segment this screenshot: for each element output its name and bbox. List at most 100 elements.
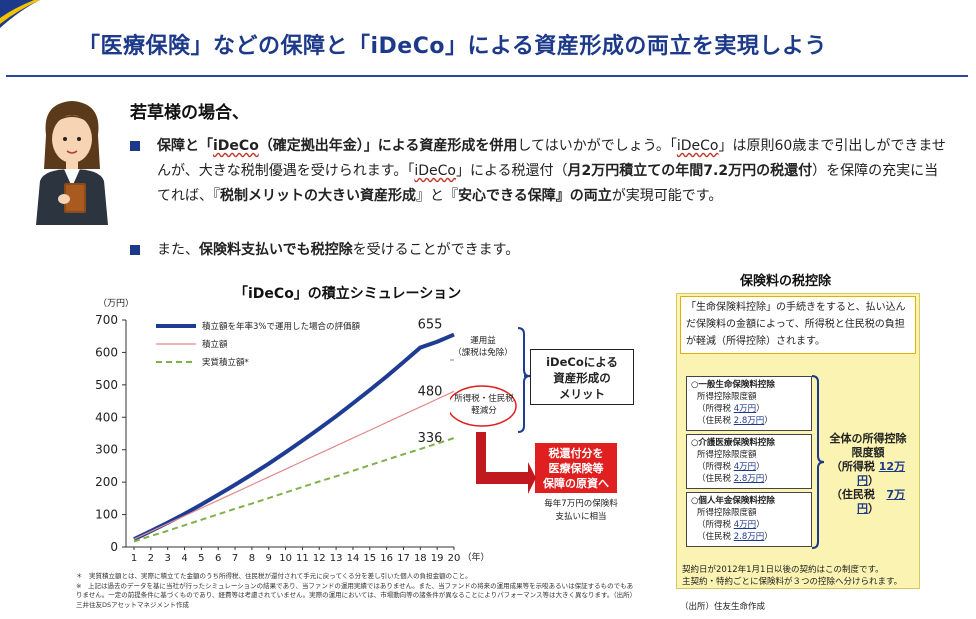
deduction-box-care: ○介護医療保険料控除 所得控除限度額 （所得税 4万円） （住民税 2.8万円） xyxy=(686,434,812,489)
bullet-fragment: してはいかがでしょう。「 xyxy=(517,138,677,154)
deduction-sub: 所得控除限度額 xyxy=(697,450,757,460)
x-tick-label: 3 xyxy=(164,553,170,564)
brace-label-tax: 所得税・住民税 軽減分 xyxy=(454,394,514,416)
legend-label: 積立額を年率3%で運用した場合の評価額 xyxy=(202,321,360,332)
bullet-fragment: 安心できる保障 xyxy=(458,188,556,204)
series-line-2 xyxy=(133,437,455,543)
deduction-resident-tax: （住民税 2.8万円） xyxy=(697,474,773,484)
bullet-fragment: 税制メリットの大きい資産形成 xyxy=(220,188,416,204)
legend-label: 積立額 xyxy=(202,339,228,350)
bullet-fragment: 保障と「 xyxy=(157,138,213,154)
y-tick-label: 500 xyxy=(95,378,118,392)
brace-label-gain: 運用益 （課税は免除） xyxy=(453,336,513,358)
legend-label: 実質積立額* xyxy=(202,357,249,368)
deduction-heading: ○個人年金保険料控除 xyxy=(691,496,775,506)
deduction-income-tax: （所得税 4万円） xyxy=(697,462,765,472)
total-income-tax: （所得税 12万円） xyxy=(830,460,906,487)
tax-section-title: 保険料の税控除 xyxy=(740,274,832,289)
x-tick-label: 7 xyxy=(232,553,238,564)
deduction-box-life: ○一般生命保険料控除 所得控除限度額 （所得税 4万円） （住民税 2.8万円） xyxy=(686,376,812,431)
deduction-income-tax: （所得税 4万円） xyxy=(697,520,765,530)
deduction-resident-tax: （住民税 2.8万円） xyxy=(697,416,773,426)
total-line1: 全体の所得控除 xyxy=(829,432,907,445)
x-tick-label: 6 xyxy=(215,553,221,564)
end-value-label: 655 xyxy=(418,318,443,333)
bullet-fragment: iDeCo xyxy=(213,138,259,154)
tax-intro: 「生命保険料控除」の手続きをすると、払い込んだ保険料の金額によって、所得税と住民… xyxy=(680,296,916,354)
bullet-fragment: を受けることができます。 xyxy=(352,242,520,258)
x-tick-label: 18 xyxy=(414,553,427,564)
corner-logo xyxy=(0,0,40,28)
bullet-fragment: iDeCo xyxy=(676,138,719,154)
page-title: 「医療保険」などの保障と「iDeCo」による資産形成の両立を実現しよう xyxy=(78,34,827,59)
x-tick-label: 20 xyxy=(448,553,461,564)
y-tick-label: 200 xyxy=(95,475,118,489)
bullet-fragment: 」による税還付（ xyxy=(455,163,568,179)
red-arrow xyxy=(476,432,536,494)
total-brace xyxy=(811,375,825,549)
bullet-fragment: 』の両立 xyxy=(555,188,612,204)
bullet-fragment: が実現可能です。 xyxy=(611,188,723,204)
y-tick-label: 400 xyxy=(95,410,118,424)
chart-title: 「iDeCo」の積立シミュレーション xyxy=(234,286,462,302)
deduction-heading: ○介護医療保険料控除 xyxy=(691,438,775,448)
bullet-deduction: また、保険料支払いでも税控除を受けることができます。 xyxy=(130,238,950,263)
total-resident-tax: （住民税 7万円） xyxy=(830,488,906,515)
brace-right xyxy=(517,327,531,433)
x-tick-label: 2 xyxy=(148,553,154,564)
bullet-text: 保障と「iDeCo（確定拠出年金）」による資産形成を併用してはいかがでしょう。「… xyxy=(130,134,950,209)
deduction-sub: 所得控除限度額 xyxy=(697,392,757,402)
x-tick-label: 5 xyxy=(198,553,204,564)
bullet-fragment: （確定拠出年金）」による資産形成を併用 xyxy=(258,138,518,154)
tax-note: 契約日が2012年1月1日以後の契約はこの制度です。 主契約・特約ごとに保険料が… xyxy=(682,565,903,587)
idecco-merit-callout: iDeCoによる 資産形成の メリット xyxy=(530,349,634,405)
advisor-avatar xyxy=(36,101,108,225)
deduction-income-tax: （所得税 4万円） xyxy=(697,404,765,414)
x-tick-label: 1 xyxy=(131,553,137,564)
section-subhead: 若草様の場合、 xyxy=(130,103,249,123)
x-tick-label: 17 xyxy=(397,553,410,564)
x-tick-label: 12 xyxy=(313,553,326,564)
x-tick-label: 15 xyxy=(363,553,376,564)
bullet-fragment: 月2万円積立ての年間7.2万円の税還付 xyxy=(567,163,813,179)
tax-source: （出所）住友生命作成 xyxy=(680,602,766,612)
bullet-fragment: 』と『 xyxy=(416,188,458,204)
series-line-0 xyxy=(133,332,455,542)
x-tick-label: 9 xyxy=(266,553,272,564)
bullet-square xyxy=(130,245,140,255)
deduction-resident-tax: （住民税 2.8万円） xyxy=(697,532,773,542)
y-tick-label: 100 xyxy=(95,508,118,522)
bullet-text: また、保険料支払いでも税控除を受けることができます。 xyxy=(130,238,950,263)
deduction-heading: ○一般生命保険料控除 xyxy=(691,380,775,390)
chart-footnotes: ＊ 実質積立額とは、実際に積立てた金額のうち所得税、住民税が還付されて手元に戻っ… xyxy=(76,572,634,609)
bullet-fragment: 保険料支払いでも税控除 xyxy=(199,242,353,258)
bullet-idecco: 保障と「iDeCo（確定拠出年金）」による資産形成を併用してはいかがでしょう。「… xyxy=(130,134,950,209)
y-tick-label: 700 xyxy=(95,313,118,327)
bullet-fragment: また、 xyxy=(157,242,199,258)
series-line-1 xyxy=(133,390,455,540)
bullet-fragment: iDeCo xyxy=(414,163,456,179)
bullet-square xyxy=(130,141,140,151)
x-tick-label: 13 xyxy=(330,553,343,564)
tax-refund-callout: 税還付分を 医療保険等 保障の原資へ xyxy=(535,443,617,493)
deduction-sub: 所得控除限度額 xyxy=(697,508,757,518)
y-tick-label: 600 xyxy=(95,345,118,359)
total-deduction: 全体の所得控除 限度額 （所得税 12万円） （住民税 7万円） xyxy=(822,432,914,516)
premium-note: 毎年7万円の保険料 支払いに相当 xyxy=(544,499,618,522)
total-line2: 限度額 xyxy=(851,446,885,459)
bullet-fragment: ）を保障の充実に当てれば、『 xyxy=(157,163,939,204)
end-value-label: 336 xyxy=(418,431,443,446)
x-tick-label: 16 xyxy=(380,553,393,564)
x-tick-label: 10 xyxy=(279,553,292,564)
deduction-box-pension: ○個人年金保険料控除 所得控除限度額 （所得税 4万円） （住民税 2.8万円） xyxy=(686,492,812,547)
x-tick-label: 4 xyxy=(181,553,187,564)
title-divider xyxy=(6,75,968,77)
x-tick-label: 19 xyxy=(431,553,444,564)
x-axis-label: （年） xyxy=(462,551,489,563)
y-tick-label: 300 xyxy=(95,443,118,457)
tax-savings-ellipse xyxy=(450,385,517,427)
y-tick-label: 0 xyxy=(110,540,118,554)
x-tick-label: 8 xyxy=(249,553,255,564)
bullet-fragment: 」は原則60歳まで引出しができませんが、大きな税制優遇を受けられます。「 xyxy=(157,138,946,179)
